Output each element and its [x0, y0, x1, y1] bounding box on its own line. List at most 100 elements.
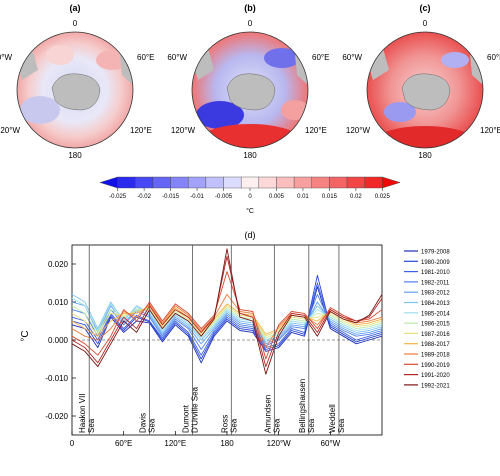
colorbar-swatch	[223, 176, 242, 189]
colorbar-tick-label: 0.01	[297, 194, 309, 200]
sea-label: D'Urville Sea	[191, 386, 200, 433]
chart-ylabel: °C	[20, 330, 31, 341]
y-tick-label: -0.020	[45, 412, 68, 421]
colorbar: °C -0.025 -0.02 -0.015 -0.01 -0.005 0 0.005 0.0…	[99, 176, 401, 215]
map-b-lon-right: 60°E	[312, 53, 329, 62]
colorbar-unit: °C	[246, 207, 254, 215]
series-line	[71, 248, 383, 375]
x-tick-label: 60°W	[321, 439, 341, 448]
colorbar-swatch	[99, 176, 118, 189]
map-a-lon-left: 60°W	[0, 53, 12, 62]
colorbar-tick-label: -0.01	[190, 194, 204, 200]
map-a-lon-bottom-right: 120°E	[130, 126, 152, 135]
legend: 1979-2008 1980-2009 1981-2010 1982-2011 1983…	[404, 250, 450, 389]
chart-title: (d)	[245, 230, 256, 240]
sea-label: Sea	[307, 418, 316, 433]
map-a-lon-top: 0	[73, 19, 78, 28]
colorbar-swatch	[364, 176, 383, 189]
y-tick-label: 0.010	[48, 298, 69, 307]
map-b-label: (b)	[244, 3, 256, 13]
map-c-lon-top: 0	[423, 19, 428, 28]
series-line	[71, 297, 383, 341]
colorbar-swatch	[311, 176, 330, 189]
map-b-lon-bottom-left: 120°W	[171, 126, 196, 135]
sea-label: Amundsen	[263, 395, 272, 433]
legend-label: 1989-2018	[421, 353, 450, 359]
colorbar-swatch	[240, 176, 260, 189]
colorbar-swatch	[117, 176, 136, 189]
x-tick-label: 180	[220, 439, 234, 448]
map-c: (c) 0 60°W 60°E 120°W 120°E 180	[342, 3, 500, 160]
map-b-lon-top: 0	[248, 19, 253, 28]
map-c-lon-right: 60°E	[487, 53, 500, 62]
colorbar-tick-label: -0.005	[215, 194, 233, 200]
sea-label: Sea	[272, 418, 281, 433]
series-line	[71, 255, 383, 368]
legend-label: 1981-2010	[421, 270, 450, 276]
y-tick-label: 0.020	[48, 260, 69, 269]
legend-label: 1986-2015	[421, 322, 450, 328]
series-line	[71, 305, 383, 337]
map-c-lon-left: 60°W	[342, 53, 362, 62]
map-c-lon-bottom-left: 120°W	[346, 126, 371, 135]
legend-label: 1983-2012	[421, 291, 450, 297]
x-tick-label: 60°E	[115, 439, 132, 448]
colorbar-swatch	[382, 176, 401, 189]
sea-label: Sea	[148, 418, 157, 433]
x-tick-label: 0	[70, 439, 75, 448]
sea-label: Haakon VII	[78, 393, 87, 433]
map-b-lon-bottom-right: 120°E	[305, 126, 327, 135]
colorbar-tick-label: 0.005	[269, 194, 285, 200]
map-c-lon-bottom-right: 120°E	[480, 126, 500, 135]
legend-label: 1988-2017	[421, 342, 450, 348]
colorbar-swatch	[293, 176, 312, 189]
map-a-lon-right: 60°E	[137, 53, 154, 62]
colorbar-swatch	[205, 176, 224, 189]
sea-label: Ross	[220, 415, 229, 433]
series-line	[71, 286, 383, 364]
colorbar-swatch	[135, 176, 154, 189]
colorbar-swatch	[152, 176, 171, 189]
sea-label: Sea	[337, 418, 346, 433]
series-line	[71, 274, 383, 360]
colorbar-tick-label: 0.025	[375, 194, 391, 200]
map-b: (b) 0 60°W 60°E 120°W 120°E 180	[167, 3, 329, 160]
legend-label: 1991-2020	[421, 373, 450, 379]
x-tick-label: 120°E	[164, 439, 186, 448]
series-line	[71, 271, 383, 360]
series-line	[71, 293, 383, 350]
x-tick-label: 120°W	[267, 439, 292, 448]
map-b-lon-left: 60°W	[167, 53, 187, 62]
sea-label: Bellingshausen	[298, 379, 307, 433]
legend-label: 1990-2019	[421, 363, 450, 369]
colorbar-tick-label: 0.015	[322, 194, 338, 200]
map-b-lon-bottom: 180	[243, 151, 257, 160]
legend-label: 1982-2011	[421, 280, 450, 286]
colorbar-tick-label: -0.025	[109, 194, 127, 200]
line-chart: (d) °C 0.020 0.010 0.000 -0.010 -0.020 0 60°E 1…	[20, 230, 383, 448]
legend-label: 1979-2008	[421, 250, 450, 256]
sea-label: Sea	[87, 418, 96, 433]
legend-label: 1985-2014	[421, 311, 450, 317]
sea-label: Davis	[139, 413, 148, 433]
series-line	[71, 282, 383, 356]
map-c-lon-bottom: 180	[418, 151, 432, 160]
legend-label: 1984-2013	[421, 301, 450, 307]
map-a: (a) 0 60°W 60°E 120°W 120°E 180	[0, 3, 154, 160]
sea-label: Sea	[229, 418, 238, 433]
colorbar-tick-label: 0	[248, 194, 252, 200]
colorbar-tick-label: -0.015	[162, 194, 180, 200]
colorbar-swatch	[329, 176, 348, 189]
colorbar-swatch	[170, 176, 189, 189]
map-c-label: (c)	[420, 3, 431, 13]
y-tick-label: 0.000	[48, 336, 69, 345]
sea-label: Weddell	[328, 404, 337, 433]
colorbar-swatch	[276, 176, 295, 189]
map-a-label: (a)	[70, 3, 81, 13]
map-a-lon-bottom: 180	[68, 151, 82, 160]
colorbar-swatch	[258, 176, 277, 189]
sea-label: Dumont	[182, 404, 191, 433]
legend-label: 1987-2016	[421, 332, 450, 338]
colorbar-swatch	[346, 176, 365, 189]
legend-label: 1980-2009	[421, 260, 450, 266]
